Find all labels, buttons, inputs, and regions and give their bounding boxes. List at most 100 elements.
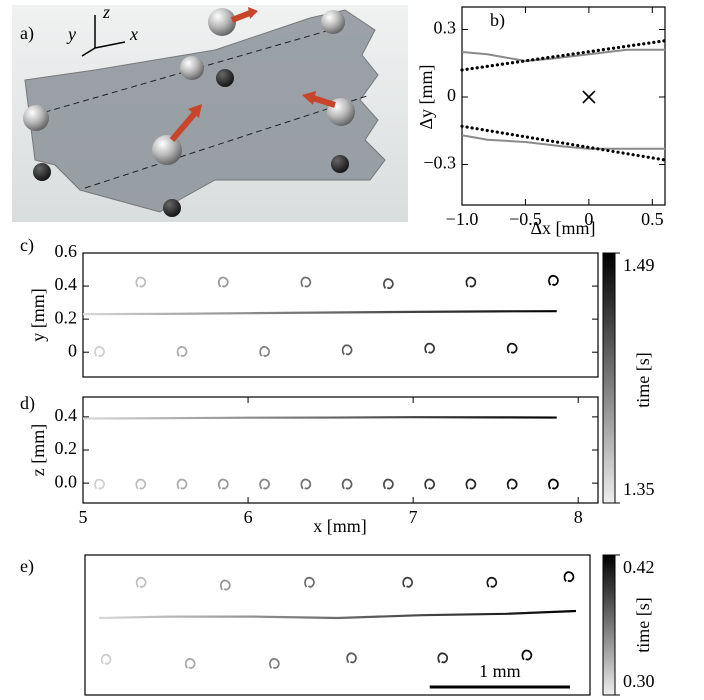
sphere	[23, 105, 49, 131]
particle-loop	[135, 478, 147, 490]
y-tick-label: 0.6	[55, 241, 78, 261]
x-tick-label: 7	[409, 507, 418, 527]
colorbar-tick-label: 0.30	[623, 671, 655, 691]
y-tick-label: 0.4	[55, 405, 78, 425]
particle-loop	[346, 652, 357, 664]
y-tick-label: 0.4	[55, 274, 78, 294]
trajectory	[460, 124, 667, 162]
x-tick-label: 0.5	[641, 209, 664, 229]
particle-loop	[563, 571, 575, 583]
particle-loop	[506, 342, 518, 354]
particle-loop	[300, 478, 312, 490]
trajectory	[82, 416, 557, 420]
y-tick-label: 0.0	[55, 471, 78, 491]
particle-loop	[176, 478, 188, 490]
particle-loop	[176, 346, 188, 357]
panel-label: c)	[20, 235, 34, 256]
dark-sphere	[163, 199, 181, 217]
particle-loop	[184, 658, 196, 669]
trajectory	[461, 134, 665, 150]
particle-loop	[135, 576, 147, 588]
axis-label: x	[129, 24, 138, 44]
y-tick-label: 0.3	[434, 18, 457, 38]
x-tick-label: 8	[574, 507, 583, 527]
colorbar-label: time [s]	[633, 597, 653, 653]
colorbar	[602, 554, 616, 696]
particle-loop	[465, 478, 477, 490]
particle-loop	[100, 653, 112, 665]
sphere	[180, 56, 204, 80]
plot-frame	[82, 252, 599, 378]
colorbar-label: time [s]	[633, 352, 653, 408]
particle-loop	[269, 658, 280, 669]
particle-loop	[219, 579, 231, 591]
particle-loop	[383, 478, 394, 490]
y-axis-label: y [mm]	[28, 288, 48, 342]
y-tick-label: −0.3	[423, 153, 456, 173]
particle-loop	[217, 276, 229, 288]
axis-triad	[81, 15, 126, 57]
x-tick-label: 5	[79, 507, 88, 527]
trajectory	[461, 48, 665, 63]
particle-loop	[341, 344, 353, 356]
x-axis-label: Δx [mm]	[530, 218, 595, 238]
y-tick-label: 0.2	[55, 438, 78, 458]
colorbar-tick-label: 0.42	[623, 557, 655, 577]
arrows	[169, 7, 336, 142]
particle-loop	[548, 478, 559, 490]
x-axis-label: x [mm]	[313, 516, 367, 536]
sphere	[152, 135, 182, 165]
panel-label: d)	[20, 393, 35, 414]
plot-frame	[84, 554, 591, 696]
y-tick-label: 0	[447, 85, 456, 105]
particle-loop	[402, 576, 414, 588]
axis-label: z	[102, 2, 110, 22]
x-tick-label: 0	[584, 209, 593, 229]
colorbar-tick-label: 1.49	[623, 255, 655, 275]
plate	[24, 9, 386, 213]
particle-loop	[506, 478, 518, 490]
x-tick-label: −1.0	[446, 209, 479, 229]
particle-loop	[94, 346, 105, 357]
y-tick-label: 0	[68, 340, 77, 360]
particle-loop	[424, 342, 436, 354]
particle-loop	[217, 478, 229, 490]
particle-loop	[304, 576, 315, 588]
x-tick-label: 6	[244, 507, 253, 527]
panel-label: a)	[20, 23, 34, 44]
cross-marker	[582, 90, 596, 104]
particle-loop	[300, 276, 312, 288]
particle-loop	[521, 649, 533, 661]
y-axis-label: z [mm]	[28, 424, 48, 476]
sphere	[321, 10, 345, 34]
dark-sphere	[331, 155, 349, 173]
particle-loop	[259, 346, 270, 357]
dark-sphere	[216, 69, 234, 87]
x-tick-label: −0.5	[509, 209, 542, 229]
particle-loop	[465, 276, 477, 288]
particle-loop	[94, 478, 105, 490]
axis-label: y	[66, 24, 76, 44]
scale-bar-label: 1 mm	[479, 661, 521, 681]
dark-sphere	[33, 163, 51, 181]
panel-label: b)	[490, 10, 505, 31]
illustration: a) y z x	[12, 2, 408, 222]
particle-loop	[437, 652, 449, 664]
y-tick-label: 0.2	[55, 307, 78, 327]
trajectory	[460, 39, 667, 72]
particle-loop	[341, 478, 353, 490]
trajectory	[82, 310, 557, 316]
particle-loop	[135, 276, 147, 288]
panel-label: e)	[20, 556, 34, 577]
plot-frame	[461, 6, 666, 206]
particle-loop	[259, 478, 270, 490]
particle-loop	[383, 278, 394, 290]
trajectory	[99, 609, 577, 620]
particle-loop	[548, 274, 559, 286]
sphere	[208, 8, 236, 36]
particle-loop	[486, 576, 498, 588]
colorbar	[602, 252, 616, 504]
colorbar-tick-label: 1.35	[623, 479, 655, 499]
particle-loop	[424, 478, 436, 490]
